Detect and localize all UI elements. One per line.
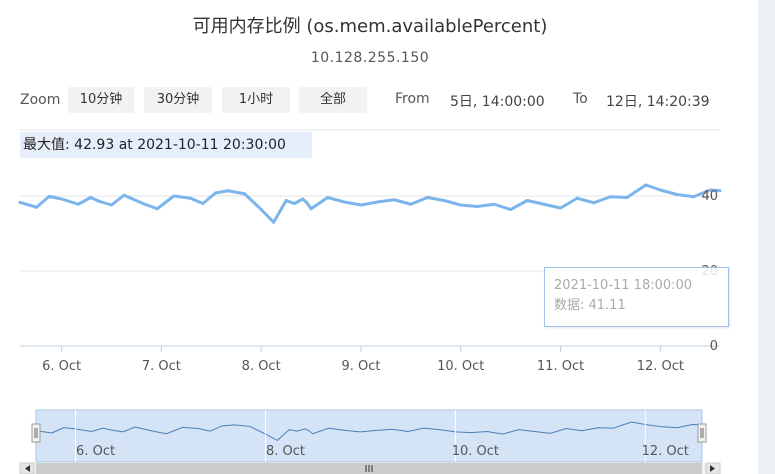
data-point <box>213 191 217 195</box>
data-point <box>376 200 380 204</box>
range-to-input[interactable]: 12日, 14:20:39 <box>606 94 710 110</box>
data-point <box>309 207 313 211</box>
data-point <box>259 208 263 211</box>
data-point <box>409 202 413 206</box>
data-point <box>359 203 363 207</box>
x-tick-label: 8. Oct <box>242 359 281 374</box>
data-point <box>718 189 722 193</box>
data-point <box>459 203 463 207</box>
data-point <box>201 202 205 205</box>
data-point <box>109 203 113 207</box>
data-point <box>644 183 648 187</box>
data-point <box>272 220 276 224</box>
navigator-tick-label: 10. Oct <box>452 444 499 459</box>
data-point <box>47 194 51 198</box>
data-point <box>442 199 446 202</box>
tooltip-value: 数据: 41.11 <box>554 298 626 313</box>
data-point <box>326 196 330 199</box>
data-point <box>625 196 629 199</box>
chart-subtitle: 10.128.255.150 <box>310 50 430 66</box>
navigator-handle[interactable] <box>31 423 41 443</box>
data-point <box>542 202 546 206</box>
range-from-input[interactable]: 5日, 14:00:00 <box>450 94 545 110</box>
data-point <box>559 206 563 210</box>
data-point <box>392 198 396 202</box>
x-tick-label: 12. Oct <box>637 359 684 374</box>
data-point <box>35 205 39 209</box>
chart-plot-area[interactable]: 6. Oct 7. Oct 8. Oct 9. Oct 10. Oct 11. Oct 12… <box>0 0 758 474</box>
data-point <box>143 202 147 206</box>
data-point <box>658 188 662 192</box>
data-point <box>575 196 579 200</box>
data-point <box>608 195 612 199</box>
range-to-label: To <box>573 91 588 107</box>
data-point <box>301 197 305 201</box>
max-value-label: 最大值: 42.93 at 2021-10-11 20:30:00 <box>20 132 312 158</box>
navigator-selection[interactable] <box>35 409 703 463</box>
chart-container: 可用内存比例 (os.mem.availablePercent) 10.128.… <box>0 0 758 474</box>
navigator-handle[interactable] <box>697 423 707 443</box>
navigator-tick-label: 6. Oct <box>76 444 115 459</box>
navigator-tick-label: 8. Oct <box>266 444 305 459</box>
x-tick-label: 9. Oct <box>341 359 380 374</box>
data-point <box>292 202 296 205</box>
range-from-label: From <box>395 91 430 107</box>
data-point <box>342 200 346 204</box>
chart-tooltip: 2021-10-11 18:00:00 数据: 41.11 <box>544 267 729 327</box>
data-point <box>492 202 496 206</box>
data-point <box>592 201 596 205</box>
y-tick-label: 40 <box>701 189 718 204</box>
navigator-series <box>35 421 702 442</box>
data-point <box>475 205 479 208</box>
data-point <box>76 202 80 206</box>
zoom-1hour-button[interactable]: 1小时 <box>222 87 290 113</box>
data-point <box>172 194 176 198</box>
zoom-label: Zoom <box>20 92 61 108</box>
data-point <box>97 199 101 203</box>
x-tick-label: 6. Oct <box>42 359 81 374</box>
zoom-30min-button[interactable]: 30分钟 <box>144 87 212 113</box>
data-point <box>525 199 529 202</box>
data-point <box>122 193 126 197</box>
data-point <box>509 208 513 211</box>
scroll-right-arrow-icon <box>710 465 715 472</box>
zoom-all-button[interactable]: 全部 <box>299 87 367 113</box>
zoom-10min-button[interactable]: 10分钟 <box>68 87 134 113</box>
data-point <box>243 192 247 196</box>
data-point <box>305 201 309 205</box>
data-point <box>692 195 696 199</box>
tooltip-time: 2021-10-11 18:00:00 <box>554 278 693 293</box>
x-tick-label: 7. Oct <box>142 359 181 374</box>
y-tick-label: 0 <box>710 339 718 354</box>
chart-title: 可用内存比例 (os.mem.availablePercent) <box>192 16 548 37</box>
navigator-tick-label: 12. Oct <box>642 444 689 459</box>
data-point <box>284 199 288 202</box>
series-line[interactable] <box>19 183 721 224</box>
data-point <box>60 197 64 201</box>
scroll-left-arrow-icon <box>25 465 30 472</box>
data-point <box>425 196 429 199</box>
data-point <box>188 196 192 200</box>
x-tick-label: 11. Oct <box>537 359 584 374</box>
data-point <box>675 193 679 196</box>
data-point <box>18 200 22 204</box>
data-point <box>89 196 93 199</box>
x-tick-label: 10. Oct <box>437 359 484 374</box>
data-point <box>633 190 637 194</box>
data-point <box>155 207 159 211</box>
data-point <box>708 188 712 192</box>
data-point <box>226 189 230 193</box>
